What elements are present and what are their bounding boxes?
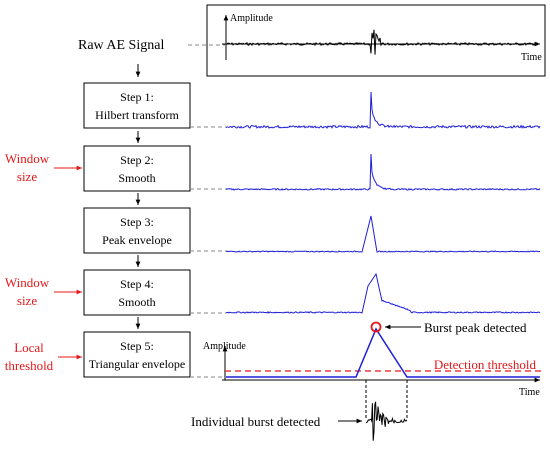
hilbert-transform-trace — [225, 91, 541, 129]
step-2-name: Smooth — [118, 171, 155, 185]
svg-text:threshold: threshold — [5, 358, 54, 373]
individual-burst-label: Individual burst detected — [191, 414, 321, 429]
step-4-title: Step 4: — [120, 277, 154, 291]
step-3-title: Step 3: — [120, 215, 154, 229]
raw-y-axis-label: Amplitude — [230, 13, 273, 24]
local-threshold-label: Local threshold — [5, 340, 54, 373]
step-5-name: Triangular envelope — [89, 357, 186, 371]
smooth-trace-2 — [225, 272, 541, 314]
smooth-trace-1 — [225, 153, 541, 191]
window-size-label-2: Window size — [5, 275, 50, 308]
svg-text:size: size — [17, 293, 37, 308]
svg-text:Window: Window — [5, 151, 50, 166]
step-5-title: Step 5: — [120, 339, 154, 353]
step-1-title: Step 1: — [120, 90, 154, 104]
svg-text:Window: Window — [5, 275, 50, 290]
raw-ae-signal-label: Raw AE Signal — [78, 38, 164, 53]
burst-peak-marker — [370, 321, 382, 333]
svg-text:size: size — [17, 169, 37, 184]
step-3-name: Peak envelope — [102, 233, 172, 247]
svg-text:Local: Local — [14, 340, 44, 355]
step-box-1: Step 1: Hilbert transform — [83, 82, 191, 129]
peak-envelope-trace — [225, 215, 541, 253]
step-1-name: Hilbert transform — [95, 108, 179, 122]
step-box-4: Step 4: Smooth — [83, 269, 191, 316]
step-box-5: Step 5: Triangular envelope — [83, 331, 191, 378]
bottom-x-axis-label: Time — [519, 387, 540, 398]
detection-threshold-label: Detection threshold — [434, 357, 537, 372]
window-size-label-1: Window size — [5, 151, 50, 184]
step-2-title: Step 2: — [120, 153, 154, 167]
raw-ae-signal-trace — [225, 29, 539, 55]
raw-x-axis-label: Time — [521, 52, 542, 63]
step-box-2: Step 2: Smooth — [83, 145, 191, 192]
raw-signal-panel — [206, 4, 546, 77]
triangular-envelope-trace — [226, 327, 540, 378]
step-4-name: Smooth — [118, 295, 155, 309]
bottom-y-axis-label: Amplitude — [203, 341, 246, 352]
burst-peak-label: Burst peak detected — [424, 320, 527, 335]
step-box-3: Step 3: Peak envelope — [83, 207, 191, 254]
individual-burst-trace — [365, 401, 408, 441]
